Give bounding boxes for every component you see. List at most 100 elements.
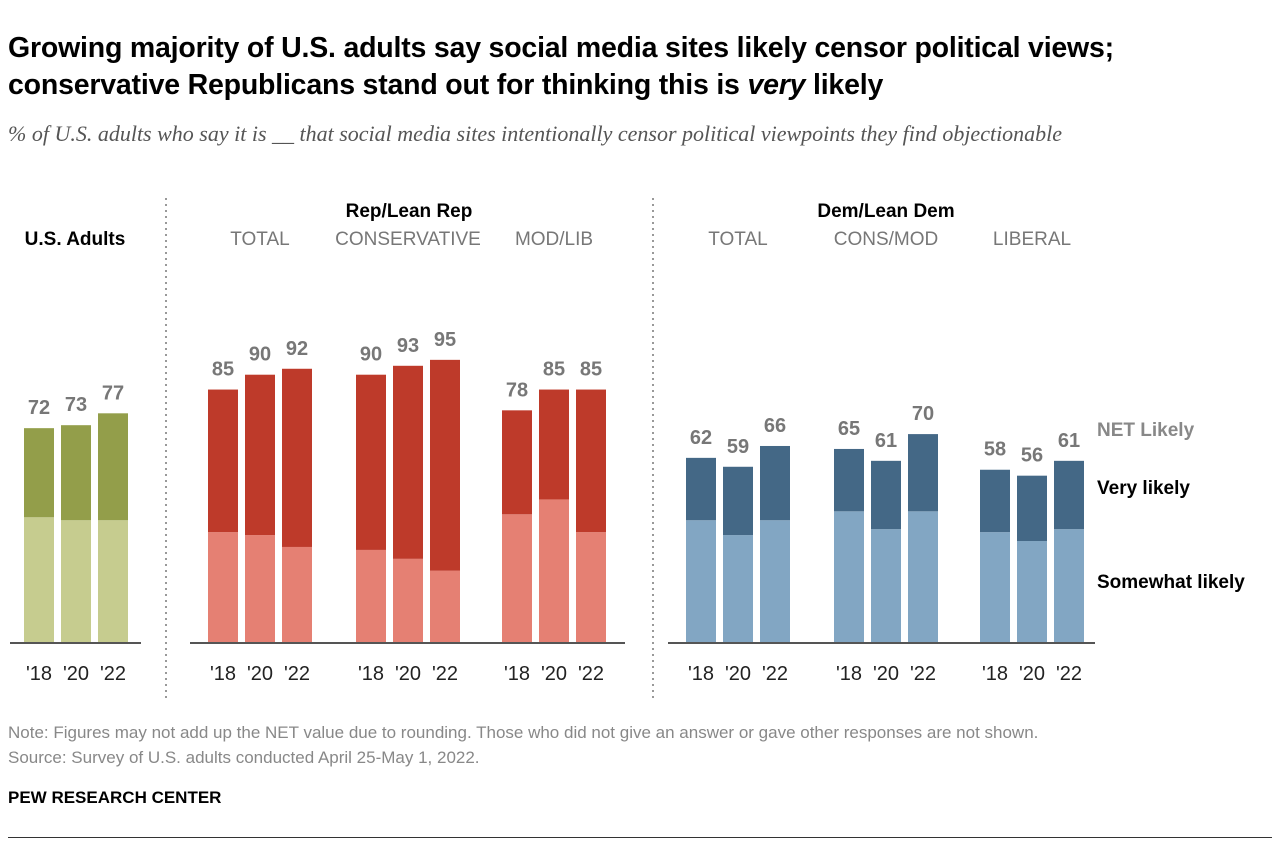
bar-somewhat-likely — [282, 546, 312, 642]
subgroup-label: MOD/LIB — [515, 229, 593, 250]
bar-somewhat-likely — [723, 535, 753, 642]
subgroup-label: CONSERVATIVE — [335, 229, 481, 250]
bar-very-likely — [980, 469, 1010, 533]
value-label-net: 93 — [397, 335, 419, 357]
year-tick-label: '22 — [100, 663, 126, 685]
stacked-bar-chart: U.S. Adults 72 73 77 '18 '20 '22 Rep/Lean Rep TO… — [10, 198, 1245, 700]
subgroup-label: TOTAL — [230, 229, 289, 250]
year-tick-label: '20 — [1019, 663, 1045, 685]
bar-very-likely — [430, 359, 460, 571]
value-label-net: 78 — [506, 379, 528, 401]
credit-label: PEW RESEARCH CENTER — [8, 788, 222, 807]
bar-very-likely — [723, 466, 753, 536]
legend-very-likely: Very likely — [1097, 478, 1190, 499]
bar-very-likely — [871, 460, 901, 530]
bar-somewhat-likely — [393, 558, 423, 642]
value-label-net: 90 — [360, 344, 382, 366]
group-label: Dem/Lean Dem — [817, 201, 954, 222]
bar-somewhat-likely — [980, 532, 1010, 642]
bar-very-likely — [98, 413, 128, 521]
value-label-net: 61 — [1058, 430, 1080, 452]
bar-very-likely — [834, 448, 864, 512]
bar-very-likely — [245, 374, 275, 536]
note-text: Note: Figures may not add up the NET val… — [8, 723, 1039, 742]
bar-somewhat-likely — [502, 514, 532, 642]
group-label: Rep/Lean Rep — [346, 201, 473, 222]
bar-very-likely — [686, 457, 716, 521]
bar-very-likely — [282, 368, 312, 547]
bar-somewhat-likely — [686, 520, 716, 642]
year-tick-label: '18 — [358, 663, 384, 685]
year-tick-label: '18 — [688, 663, 714, 685]
bar-very-likely — [356, 374, 386, 550]
legend-net-likely: NET Likely — [1097, 420, 1195, 441]
bar-very-likely — [760, 445, 790, 521]
value-label-net: 62 — [690, 427, 712, 449]
legend-somewhat-likely: Somewhat likely — [1097, 572, 1245, 593]
value-label-net: 90 — [249, 344, 271, 366]
year-tick-label: '22 — [284, 663, 310, 685]
value-label-net: 72 — [28, 397, 50, 419]
value-label-net: 65 — [838, 418, 860, 440]
bar-somewhat-likely — [871, 529, 901, 642]
bar-very-likely — [208, 389, 238, 533]
chart-title: Growing majority of U.S. adults say soci… — [8, 32, 1114, 101]
bar-somewhat-likely — [24, 517, 54, 642]
bar-somewhat-likely — [539, 499, 569, 642]
bar-very-likely — [1017, 475, 1047, 542]
subgroup-label: CONS/MOD — [834, 229, 939, 250]
value-label-net: 61 — [875, 430, 897, 452]
year-tick-label: '18 — [26, 663, 52, 685]
bar-somewhat-likely — [430, 570, 460, 642]
value-label-net: 92 — [286, 338, 308, 360]
bar-very-likely — [393, 365, 423, 559]
group-label: U.S. Adults — [25, 229, 126, 250]
bar-somewhat-likely — [760, 520, 790, 642]
value-label-net: 85 — [543, 359, 565, 381]
bar-somewhat-likely — [356, 549, 386, 642]
year-tick-label: '20 — [247, 663, 273, 685]
year-tick-label: '22 — [432, 663, 458, 685]
year-tick-label: '18 — [504, 663, 530, 685]
top-rule — [8, 12, 1272, 13]
year-tick-label: '22 — [1056, 663, 1082, 685]
value-label-net: 70 — [912, 403, 934, 425]
year-tick-label: '18 — [210, 663, 236, 685]
title-emphasis: very — [747, 69, 806, 101]
bar-somewhat-likely — [245, 535, 275, 642]
chart-notes: Note: Figures may not add up the NET val… — [8, 720, 1268, 770]
bar-somewhat-likely — [1054, 529, 1084, 642]
bar-very-likely — [908, 434, 938, 512]
bar-somewhat-likely — [208, 532, 238, 642]
bar-very-likely — [1054, 460, 1084, 530]
year-tick-label: '20 — [63, 663, 89, 685]
year-tick-label: '22 — [910, 663, 936, 685]
bar-very-likely — [502, 410, 532, 515]
bar-somewhat-likely — [908, 511, 938, 642]
year-tick-label: '20 — [873, 663, 899, 685]
year-tick-label: '20 — [541, 663, 567, 685]
source-text: Source: Survey of U.S. adults conducted … — [8, 748, 480, 767]
year-tick-label: '20 — [725, 663, 751, 685]
value-label-net: 56 — [1021, 445, 1043, 467]
value-label-net: 58 — [984, 439, 1006, 461]
value-label-net: 85 — [580, 359, 602, 381]
subgroup-label: LIBERAL — [993, 229, 1071, 250]
bar-somewhat-likely — [1017, 541, 1047, 642]
value-label-net: 85 — [212, 359, 234, 381]
year-tick-label: '22 — [762, 663, 788, 685]
value-label-net: 73 — [65, 394, 87, 416]
year-tick-label: '18 — [836, 663, 862, 685]
bar-somewhat-likely — [576, 532, 606, 642]
year-tick-label: '18 — [982, 663, 1008, 685]
year-tick-label: '22 — [578, 663, 604, 685]
chart-subtitle: % of U.S. adults who say it is __ that s… — [8, 121, 1063, 146]
bar-very-likely — [24, 428, 54, 518]
bottom-rule — [8, 837, 1272, 838]
subgroup-label: TOTAL — [708, 229, 767, 250]
bar-somewhat-likely — [61, 520, 91, 642]
bar-very-likely — [539, 389, 569, 500]
value-label-net: 77 — [102, 382, 124, 404]
value-label-net: 66 — [764, 415, 786, 437]
value-label-net: 59 — [727, 436, 749, 458]
